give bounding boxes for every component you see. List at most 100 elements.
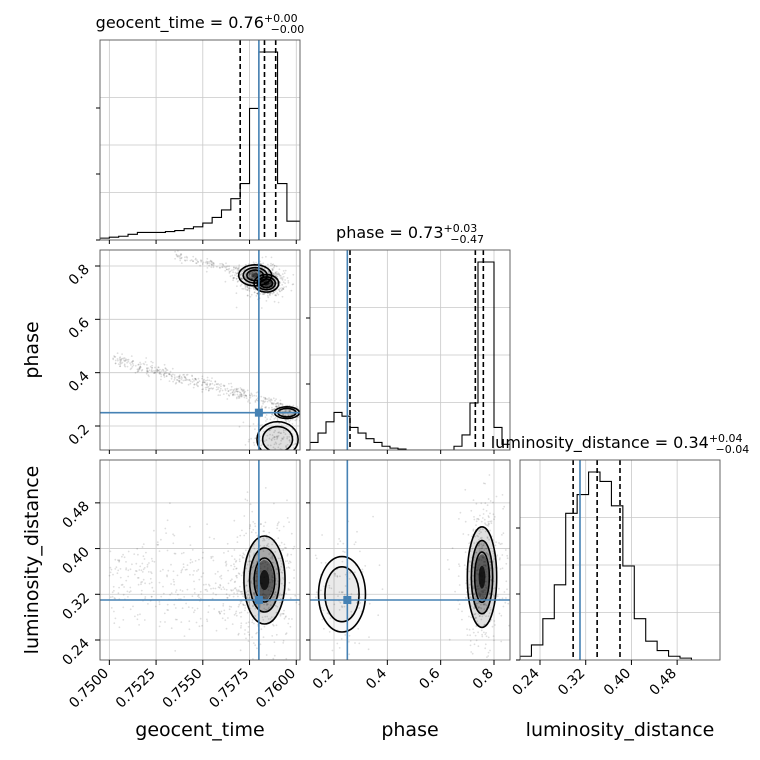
sample-point [274, 290, 277, 292]
sample-point [126, 365, 129, 368]
sample-point [234, 388, 236, 390]
sample-point [180, 256, 183, 259]
sample-point [197, 381, 199, 384]
sample-point [241, 394, 244, 396]
sample-point [153, 372, 156, 374]
sample-point [226, 398, 229, 400]
contour-line-0 [248, 547, 281, 613]
sample-point [464, 520, 467, 523]
sample-point [233, 519, 236, 522]
sample-point [189, 573, 191, 576]
sample-point [206, 382, 209, 385]
sample-point [478, 544, 481, 547]
sample-point [479, 537, 482, 540]
sample-point [281, 289, 283, 291]
sample-point [218, 384, 221, 386]
sample-point [481, 615, 484, 618]
sample-point [251, 619, 254, 621]
sample-point [235, 267, 237, 270]
sample-point [252, 642, 255, 644]
sample-point [224, 388, 227, 390]
sample-point [166, 575, 169, 578]
sample-point [231, 391, 234, 394]
sample-point [271, 437, 274, 440]
sample-point [270, 616, 273, 619]
sample-point [367, 648, 370, 651]
sample-point [475, 524, 477, 527]
sample-point [237, 387, 240, 390]
sample-point [273, 408, 276, 410]
sample-point [210, 266, 213, 269]
sample-point [260, 307, 263, 309]
sample-point [487, 523, 490, 526]
sample-point [279, 601, 282, 604]
sample-point [251, 277, 253, 280]
sample-point [255, 632, 257, 635]
sample-point [193, 592, 196, 594]
sample-point [488, 592, 491, 595]
sample-point [284, 616, 287, 618]
sample-point [353, 543, 356, 546]
sample-point [112, 585, 115, 588]
sample-point [489, 529, 491, 532]
sample-point [111, 591, 114, 594]
sample-point [330, 587, 333, 590]
sample-point [285, 657, 288, 660]
sample-point [249, 295, 252, 298]
sample-point [489, 560, 491, 563]
sample-point [477, 567, 479, 569]
sample-point [483, 542, 486, 545]
sample-point [488, 474, 491, 476]
sample-point [207, 611, 210, 614]
sample-point [119, 356, 122, 358]
sample-point [239, 387, 242, 389]
sample-point [483, 518, 486, 521]
sample-point [476, 573, 478, 575]
sample-point [223, 265, 226, 268]
sample-point [278, 288, 281, 291]
sample-point [260, 439, 262, 442]
sample-point [226, 265, 229, 268]
sample-point [172, 373, 174, 376]
sample-point [484, 482, 486, 485]
sample-point [273, 402, 275, 405]
sample-point [266, 400, 269, 403]
sample-point [303, 569, 305, 571]
sample-point [174, 377, 176, 380]
sample-point [281, 549, 283, 552]
sample-point [199, 264, 202, 267]
sample-point [356, 679, 358, 681]
sample-point [113, 355, 115, 357]
sample-point [286, 560, 289, 562]
sample-point [244, 604, 247, 607]
sample-point [163, 612, 166, 615]
sample-point [276, 527, 278, 530]
sample-point [279, 277, 282, 279]
sample-point [480, 603, 482, 606]
sample-point [253, 444, 256, 446]
sample-point [232, 279, 235, 282]
sample-point [239, 585, 241, 588]
sample-point [264, 615, 267, 618]
sample-point [150, 360, 153, 363]
sample-point [221, 266, 223, 269]
sample-point [284, 633, 287, 636]
sample-point [239, 393, 241, 396]
sample-point [256, 292, 258, 295]
sample-point [252, 286, 255, 289]
sample-point [184, 568, 187, 571]
sample-point [227, 617, 229, 619]
sample-point [148, 562, 150, 564]
sample-point [248, 560, 250, 563]
sample-point [243, 633, 246, 635]
sample-point [493, 516, 496, 518]
sample-point [288, 439, 291, 442]
sample-point [147, 603, 149, 605]
sample-point [270, 399, 273, 402]
sample-point [285, 408, 288, 411]
sample-point [201, 557, 204, 559]
sample-point [326, 612, 329, 615]
sample-point [140, 369, 143, 372]
sample-point [264, 398, 266, 400]
sample-point [278, 268, 281, 271]
